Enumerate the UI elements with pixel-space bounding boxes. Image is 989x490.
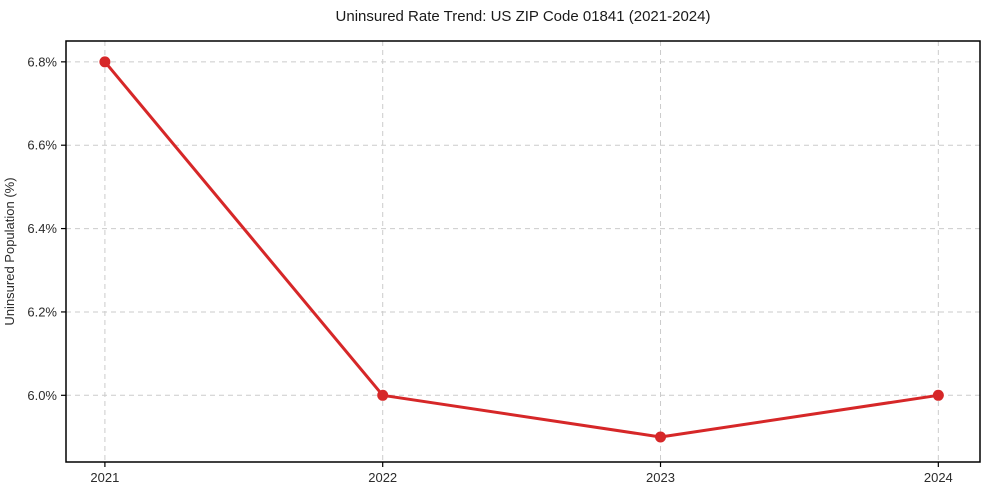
y-axis-label: Uninsured Population (%) <box>2 177 17 325</box>
y-tick-label: 6.0% <box>27 388 57 403</box>
data-point-marker <box>932 389 944 401</box>
data-point-marker <box>99 56 111 68</box>
y-tick-label: 6.6% <box>27 138 57 153</box>
trend-line <box>103 60 940 439</box>
y-tick-label: 6.8% <box>27 54 57 69</box>
y-tick-label: 6.2% <box>27 304 57 319</box>
x-tick-label: 2024 <box>924 470 953 485</box>
chart-title: Uninsured Rate Trend: US ZIP Code 01841 … <box>335 8 711 25</box>
y-tick-label: 6.4% <box>27 221 57 236</box>
x-tick-label: 2022 <box>368 470 397 485</box>
x-tick-label: 2023 <box>646 470 675 485</box>
data-point-marker <box>655 431 667 443</box>
x-tick-label: 2021 <box>90 470 119 485</box>
data-point-marker <box>377 389 389 401</box>
plot-border <box>65 40 981 463</box>
